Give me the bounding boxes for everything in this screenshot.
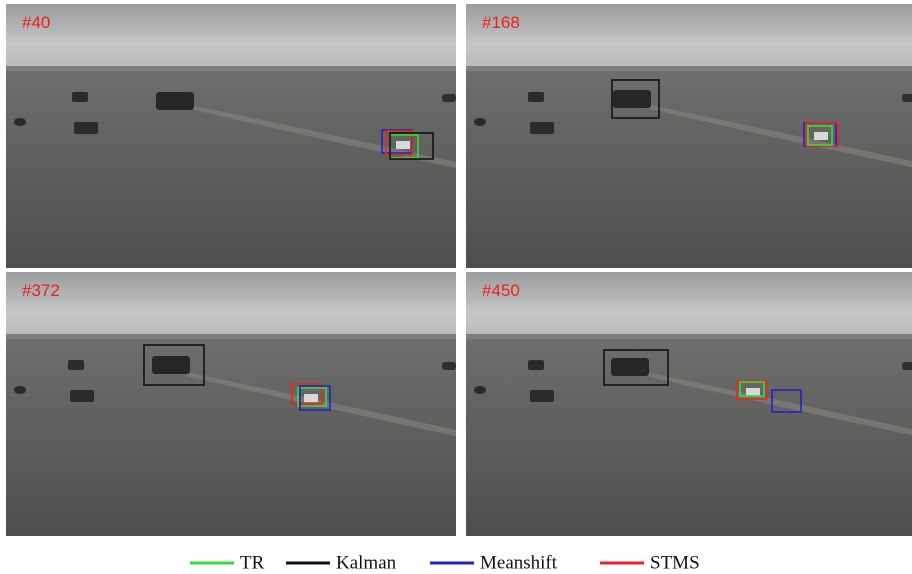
skyline <box>466 66 912 71</box>
legend-label: STMS <box>650 552 700 573</box>
legend-label: Kalman <box>336 552 397 573</box>
ship <box>14 386 26 394</box>
ship <box>152 356 190 374</box>
ship <box>74 122 98 134</box>
ship <box>528 92 544 102</box>
boat <box>746 388 760 396</box>
legend-label: TR <box>240 552 265 573</box>
ship <box>902 362 912 370</box>
ship <box>442 362 456 370</box>
figure: #40 #168 #372 #450 TR Kalman Meanshift STMS <box>0 0 912 574</box>
ship <box>474 118 486 126</box>
skyline <box>6 66 456 71</box>
boat <box>814 132 828 140</box>
frame-label: #372 <box>22 281 60 300</box>
panel: #372 <box>6 272 456 536</box>
ship <box>70 390 94 402</box>
ship <box>902 94 912 102</box>
frame-label: #168 <box>482 13 520 32</box>
ship <box>442 94 456 102</box>
skyline <box>6 334 456 339</box>
ship <box>14 118 26 126</box>
sky <box>466 272 912 340</box>
ship <box>72 92 88 102</box>
ship <box>530 122 554 134</box>
ship <box>156 92 194 110</box>
frame-label: #450 <box>482 281 520 300</box>
boat <box>304 394 318 402</box>
skyline <box>466 334 912 339</box>
panel: #40 <box>6 4 456 268</box>
ship <box>68 360 84 370</box>
ship <box>613 90 651 108</box>
ship <box>611 358 649 376</box>
sky <box>466 4 912 72</box>
ship <box>474 386 486 394</box>
ship <box>530 390 554 402</box>
panel: #450 <box>466 272 912 536</box>
ship <box>528 360 544 370</box>
sky <box>6 4 456 72</box>
boat <box>396 141 410 149</box>
frame-label: #40 <box>22 13 50 32</box>
legend-label: Meanshift <box>480 552 558 573</box>
panel: #168 <box>466 4 912 268</box>
sky <box>6 272 456 340</box>
